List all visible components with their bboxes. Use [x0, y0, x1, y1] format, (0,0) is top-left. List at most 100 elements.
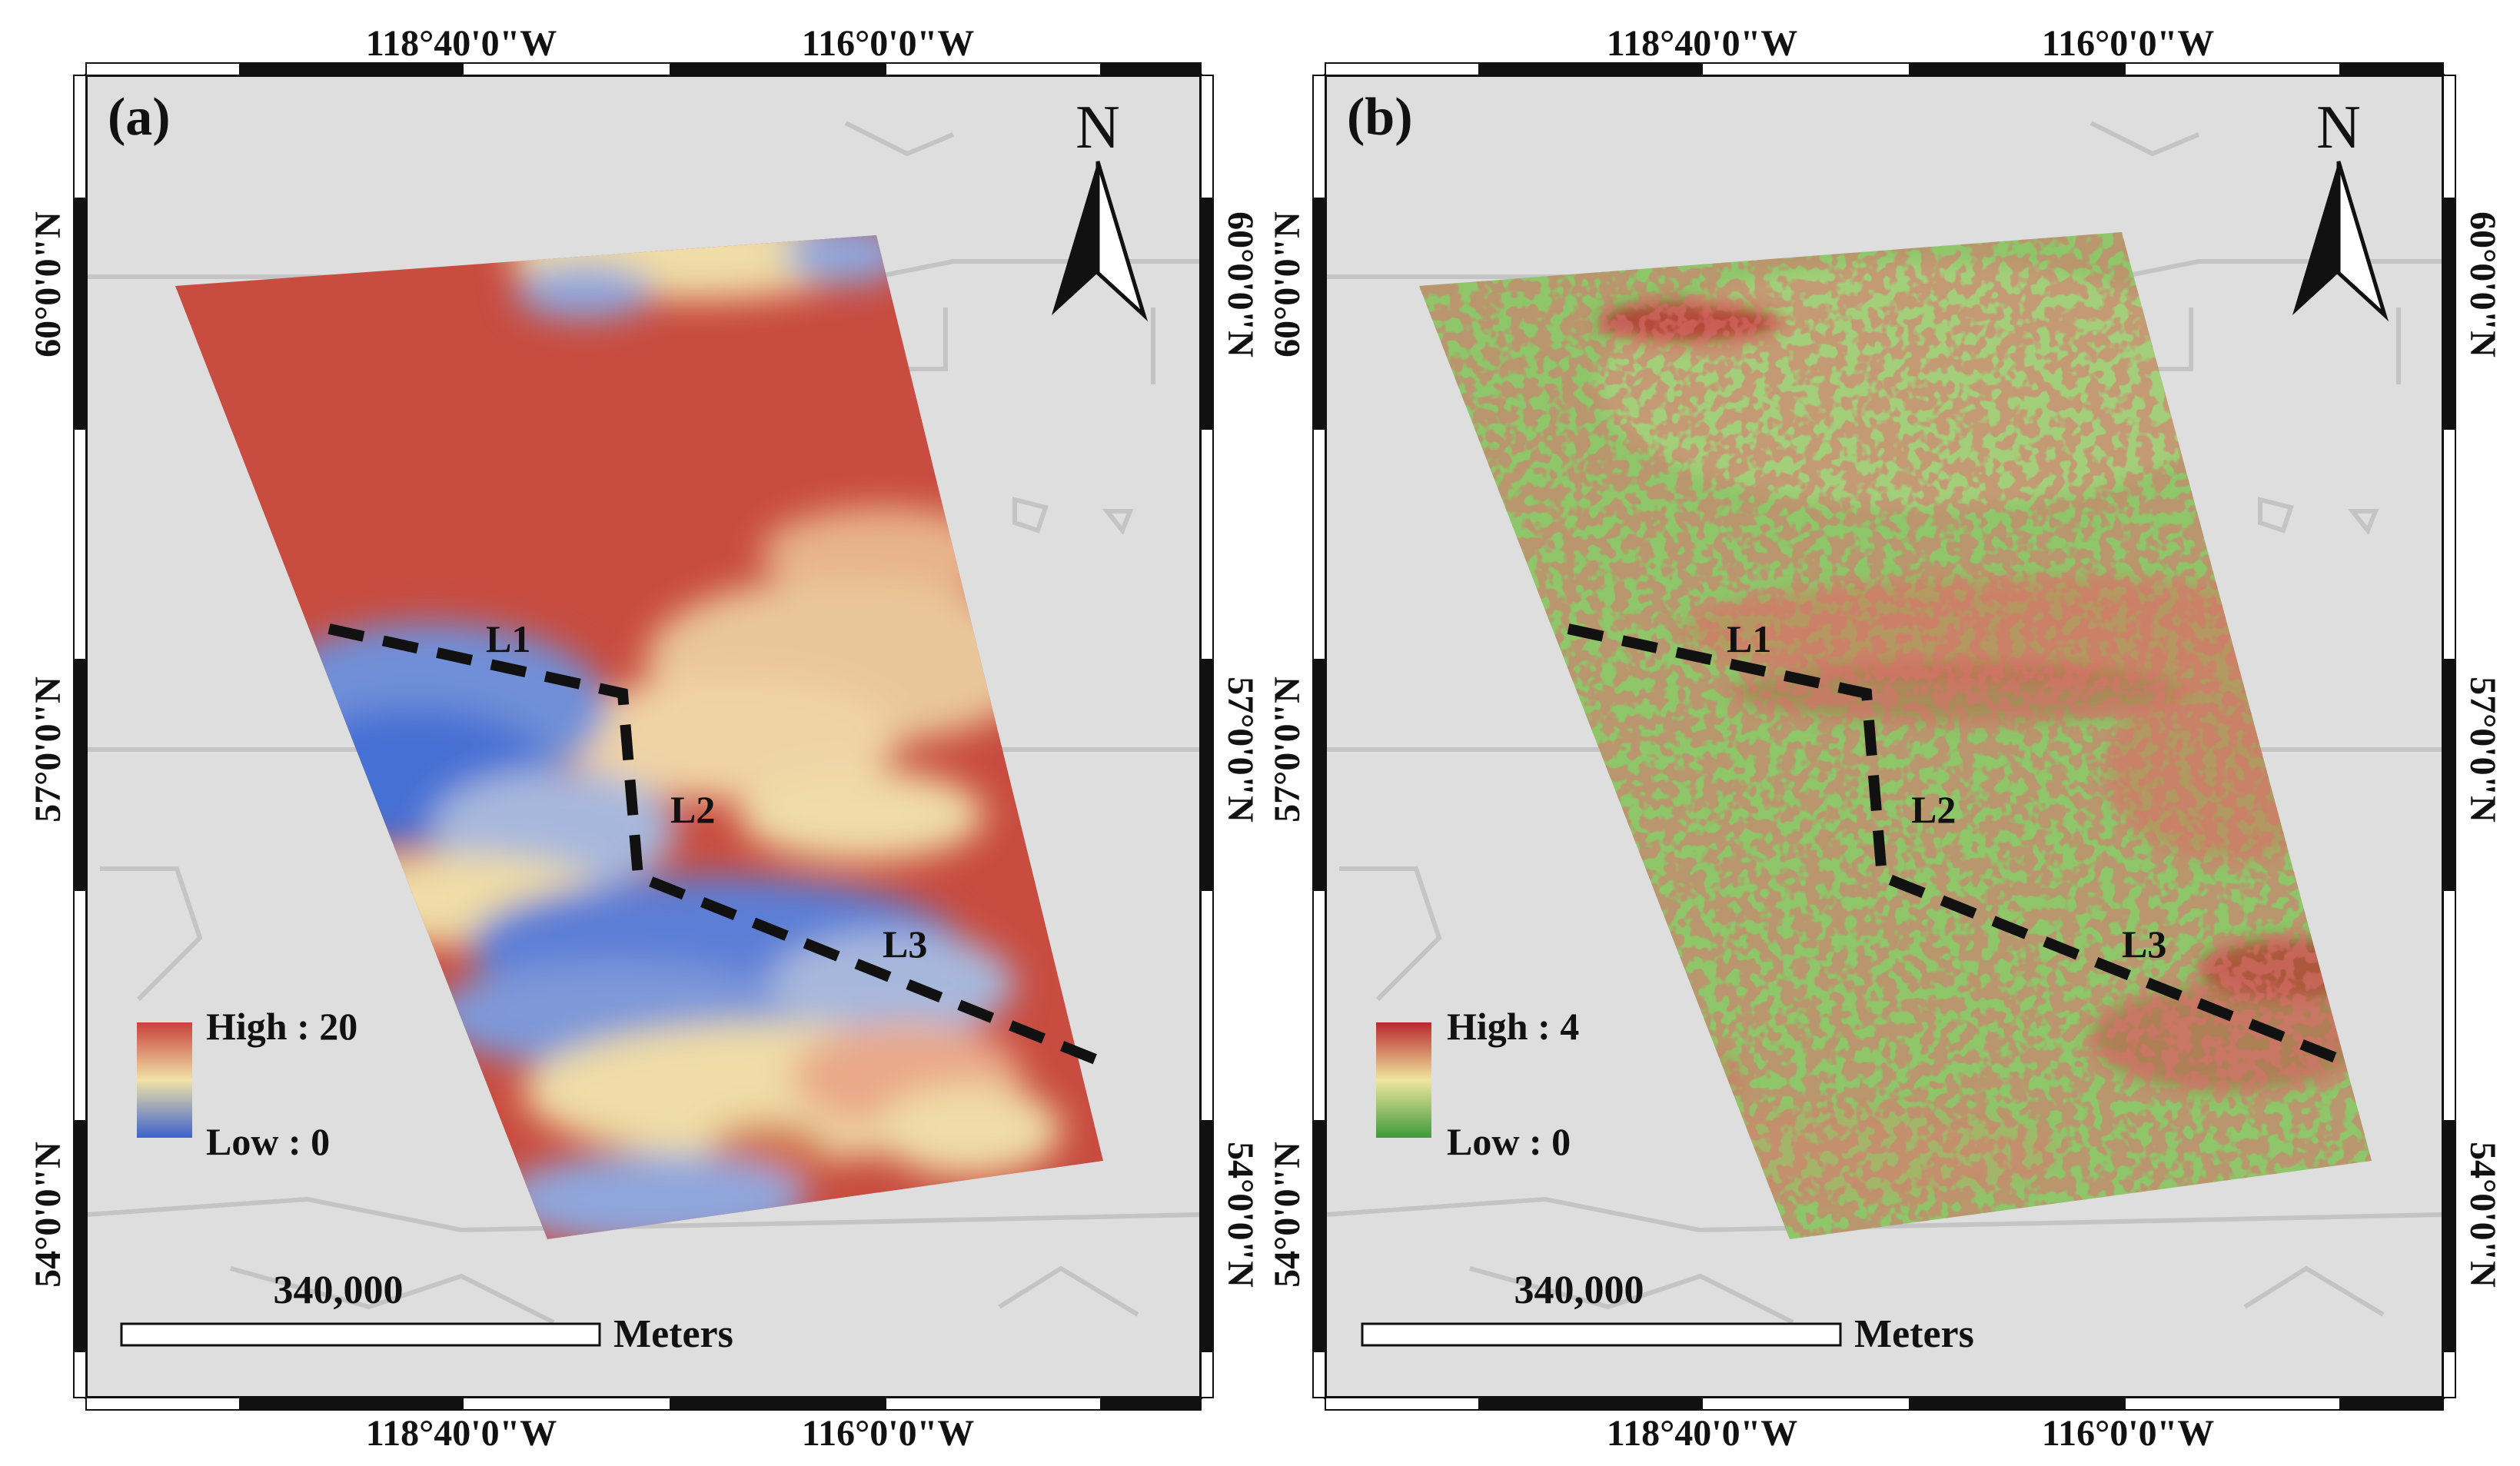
route-line	[327, 623, 1102, 1066]
right-tick-2: 57°0'0"N	[2462, 676, 2503, 823]
frame-tick-segment	[1312, 659, 1326, 891]
right-tick-1: 60°0'0"N	[1220, 211, 1261, 357]
north-arrow: N	[1052, 94, 1149, 321]
frame-tick-segment	[85, 62, 241, 76]
frame-tick-segment	[2442, 1120, 2456, 1352]
left-tick-3: 54°0'0"N	[1267, 1142, 1308, 1288]
frame-tick-segment	[2442, 1351, 2456, 1398]
frame-tick-segment	[2124, 62, 2341, 76]
north-label: N	[2316, 94, 2361, 161]
frame-tick-segment	[1909, 1397, 2126, 1411]
frame-tick-segment	[462, 62, 671, 76]
frame-tick-segment	[73, 659, 87, 891]
frame-tick-segment	[2442, 428, 2456, 660]
scale-value: 340,000	[274, 1268, 404, 1312]
frame-tick-segment	[73, 75, 87, 199]
frame-tick-segment	[885, 62, 1102, 76]
frame-tick-segment	[885, 1397, 1102, 1411]
frame-tick-segment	[1478, 62, 1703, 76]
legend-colorbar	[1376, 1022, 1431, 1138]
bottom-tick-2: 116°0'0"W	[802, 1413, 975, 1454]
legend-low: Low : 0	[1447, 1120, 1571, 1163]
left-tick-2: 57°0'0"N	[28, 676, 68, 823]
right-tick-3: 54°0'0"N	[1220, 1142, 1261, 1288]
frame-ticks	[73, 62, 1214, 1411]
line-label-l3: L3	[883, 922, 927, 966]
top-tick-1: 118°40'0"W	[366, 23, 557, 64]
frame-tick-segment	[2442, 659, 2456, 891]
north-arrow: N	[2292, 94, 2389, 321]
line-label-l3: L3	[2122, 922, 2166, 966]
scale-bar: 340,000 Meters	[1361, 1268, 1974, 1356]
frame-tick-segment	[1325, 1397, 1480, 1411]
frame-tick-segment	[1200, 659, 1214, 891]
right-tick-1: 60°0'0"N	[2462, 211, 2503, 357]
legend-colorbar	[137, 1022, 192, 1138]
frame-tick-segment	[2442, 198, 2456, 430]
scale-value: 340,000	[1514, 1268, 1644, 1312]
left-tick-1: 60°0'0"N	[1267, 211, 1308, 357]
frame-tick-segment	[1312, 75, 1326, 199]
frame-tick-segment	[1909, 62, 2126, 76]
frame-tick-segment	[73, 428, 87, 660]
left-tick-1: 60°0'0"N	[28, 211, 68, 357]
legend-high: High : 4	[1447, 1005, 1579, 1048]
bottom-tick-1: 118°40'0"W	[1607, 1413, 1798, 1454]
frame-tick-segment	[1100, 62, 1202, 76]
frame-tick-segment	[1200, 1120, 1214, 1352]
scale-unit: Meters	[1854, 1312, 1974, 1356]
line-label-l2: L2	[1911, 788, 1956, 831]
top-tick-2: 116°0'0"W	[2042, 23, 2215, 64]
frame-tick-segment	[2442, 75, 2456, 199]
frame-tick-segment	[239, 1397, 464, 1411]
frame-tick-segment	[73, 1351, 87, 1398]
frame-tick-segment	[2124, 1397, 2341, 1411]
north-label: N	[1075, 94, 1120, 161]
frame-tick-segment	[1200, 75, 1214, 199]
frame-tick-segment	[1312, 889, 1326, 1122]
frame-tick-segment	[2442, 889, 2456, 1122]
frame-tick-segment	[1200, 198, 1214, 430]
top-tick-1: 118°40'0"W	[1607, 23, 1798, 64]
frame-tick-segment	[670, 1397, 886, 1411]
frame-tick-segment	[670, 62, 886, 76]
frame-tick-segment	[1325, 62, 1480, 76]
left-tick-2: 57°0'0"N	[1267, 676, 1308, 823]
scale-bar: 340,000 Meters	[120, 1268, 733, 1356]
frame-tick-segment	[1312, 428, 1326, 660]
frame-tick-segment	[1701, 62, 1910, 76]
frame-tick-segment	[73, 889, 87, 1122]
frame-tick-segment	[1200, 889, 1214, 1122]
frame-tick-segment	[2339, 62, 2444, 76]
north-arrow-icon	[2292, 161, 2339, 315]
frame-tick-segment	[1312, 1351, 1326, 1398]
frame-tick-segment	[73, 198, 87, 430]
frame-tick-segment	[1200, 1351, 1214, 1398]
left-tick-3: 54°0'0"N	[28, 1142, 68, 1288]
top-tick-2: 116°0'0"W	[802, 23, 975, 64]
frame-tick-segment	[1478, 1397, 1703, 1411]
frame-tick-segment	[1100, 1397, 1202, 1411]
frame-tick-segment	[239, 62, 464, 76]
legend: High : 4 Low : 0	[1376, 1005, 1579, 1163]
scale-unit: Meters	[613, 1312, 733, 1356]
right-tick-2: 57°0'0"N	[1220, 676, 1261, 823]
frame-tick-segment	[1200, 428, 1214, 660]
frame-tick-segment	[73, 1120, 87, 1352]
right-tick-3: 54°0'0"N	[2462, 1142, 2503, 1288]
line-label-l2: L2	[670, 788, 715, 831]
panel-label: (b)	[1347, 88, 1413, 147]
frame-tick-segment	[2339, 1397, 2444, 1411]
frame-tick-segment	[462, 1397, 671, 1411]
panel-label: (a)	[108, 88, 171, 147]
legend-low: Low : 0	[206, 1120, 330, 1163]
legend-high: High : 20	[206, 1005, 357, 1048]
legend: High : 20 Low : 0	[137, 1005, 357, 1163]
line-label-l1: L1	[486, 617, 530, 660]
panel-a: (a) N L1 L2 L3 High : 20 Low : 0 340,000…	[28, 23, 1261, 1454]
route-line	[1567, 623, 2345, 1066]
panel-b: (b) N L1 L2 L3 High : 4 Low : 0 340,000 …	[1267, 23, 2503, 1454]
frame-tick-segment	[1701, 1397, 1910, 1411]
line-label-l1: L1	[1727, 617, 1771, 660]
